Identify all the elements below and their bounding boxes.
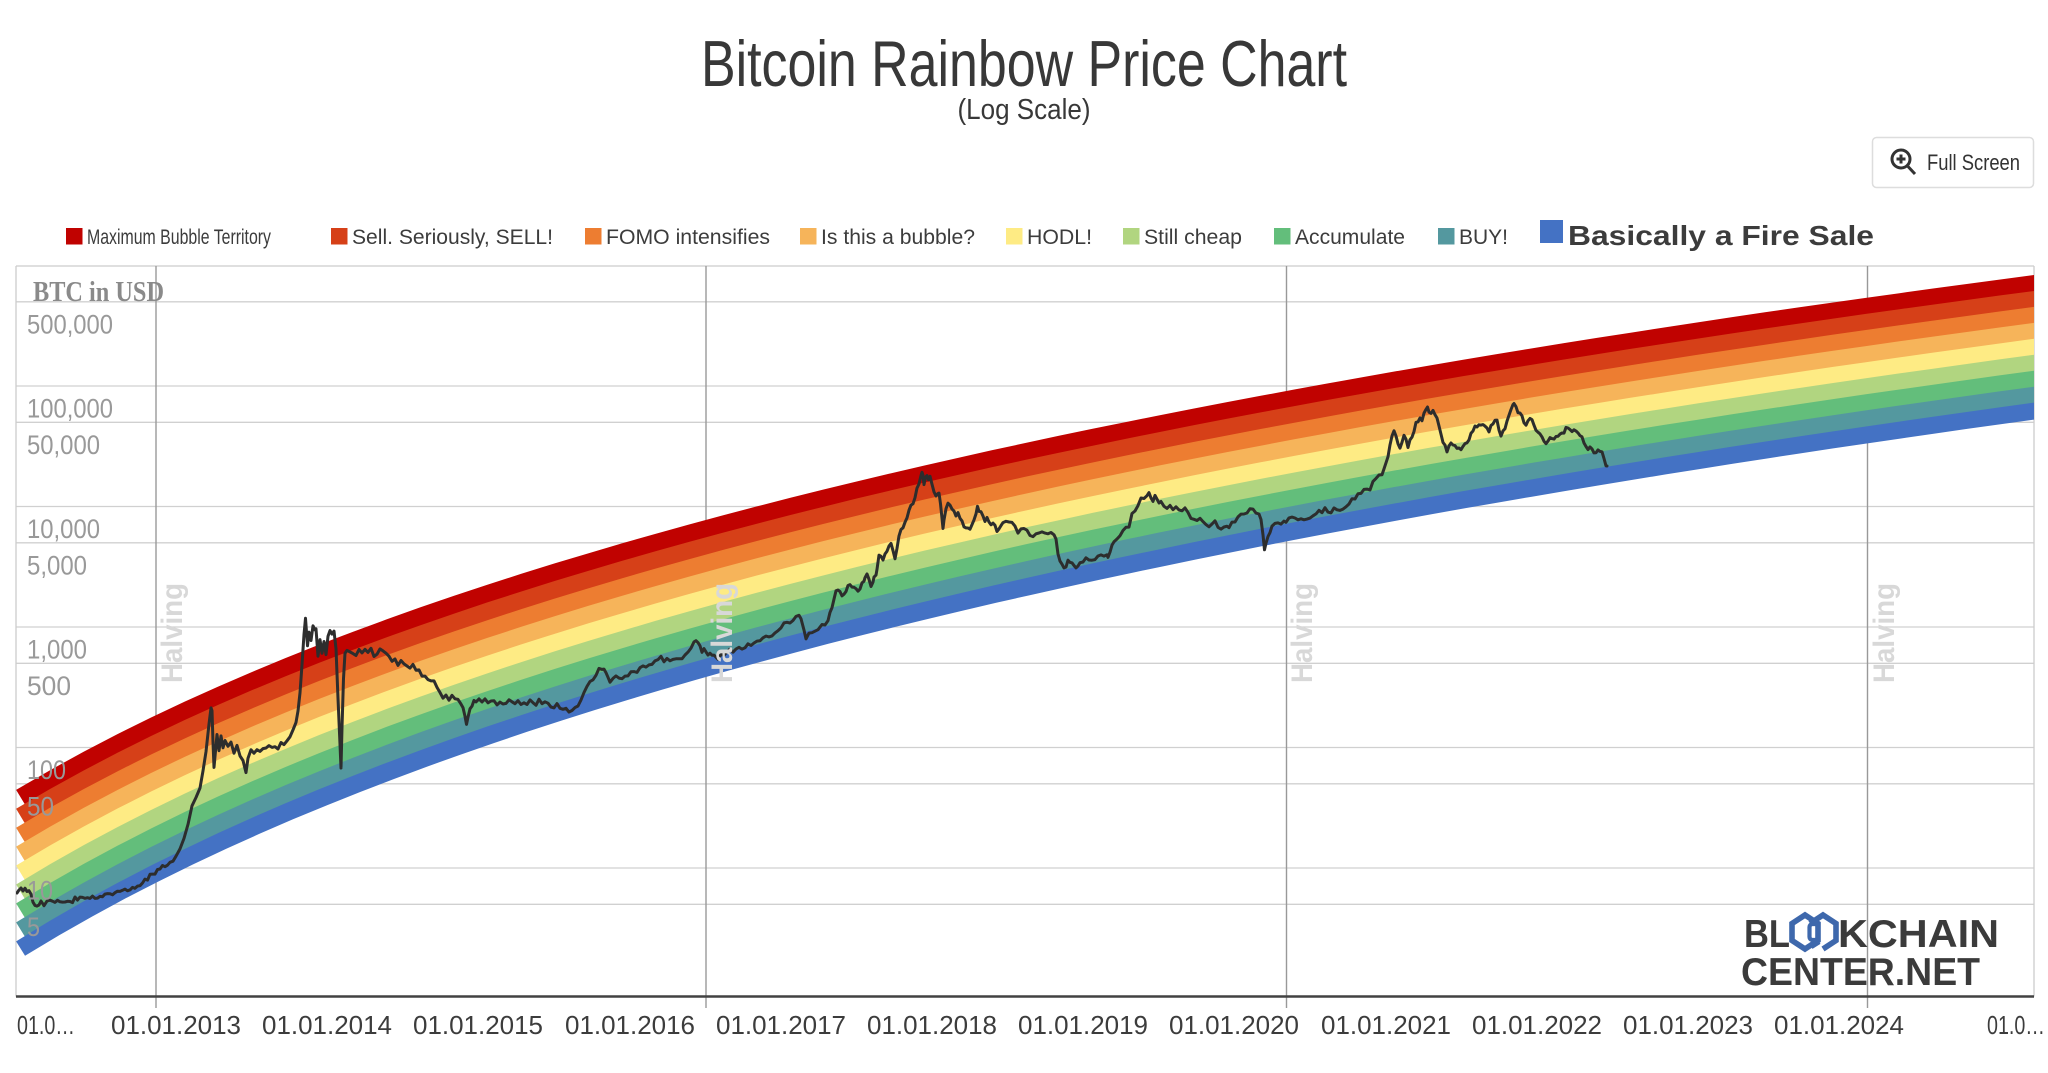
- svg-text:Halving: Halving: [1286, 583, 1319, 683]
- svg-text:01.01.2023: 01.01.2023: [1623, 1010, 1753, 1040]
- svg-text:01.01.2016: 01.01.2016: [565, 1010, 695, 1040]
- svg-text:01.0…: 01.0…: [1987, 1010, 2045, 1040]
- svg-text:(Log Scale): (Log Scale): [958, 94, 1091, 126]
- svg-text:500,000: 500,000: [27, 309, 113, 339]
- svg-text:Basically a Fire Sale: Basically a Fire Sale: [1568, 220, 1874, 251]
- svg-text:Still cheap: Still cheap: [1144, 226, 1242, 249]
- svg-text:HODL!: HODL!: [1027, 226, 1092, 249]
- svg-text:01.01.2015: 01.01.2015: [413, 1010, 543, 1040]
- svg-text:50,000: 50,000: [27, 430, 100, 460]
- svg-text:500: 500: [27, 671, 71, 701]
- svg-text:1,000: 1,000: [27, 635, 87, 665]
- svg-text:KCHAIN: KCHAIN: [1838, 913, 1999, 956]
- svg-text:01.01.2022: 01.01.2022: [1472, 1010, 1602, 1040]
- svg-text:01.0…: 01.0…: [17, 1010, 75, 1040]
- svg-text:01.01.2013: 01.01.2013: [111, 1010, 241, 1040]
- svg-text:01.01.2021: 01.01.2021: [1321, 1010, 1451, 1040]
- svg-text:BUY!: BUY!: [1459, 226, 1508, 249]
- svg-text:Halving: Halving: [706, 583, 739, 683]
- svg-text:FOMO intensifies: FOMO intensifies: [606, 226, 770, 249]
- svg-text:01.01.2018: 01.01.2018: [867, 1010, 997, 1040]
- svg-text:5: 5: [27, 912, 40, 942]
- svg-text:01.01.2024: 01.01.2024: [1774, 1010, 1904, 1040]
- svg-text:10: 10: [27, 876, 53, 906]
- svg-text:BL: BL: [1744, 913, 1790, 956]
- svg-text:10,000: 10,000: [27, 514, 100, 544]
- svg-text:Halving: Halving: [1868, 583, 1901, 683]
- svg-text:Halving: Halving: [156, 583, 189, 683]
- svg-text:Is this a bubble?: Is this a bubble?: [821, 226, 975, 249]
- svg-text:5,000: 5,000: [27, 550, 87, 580]
- svg-text:Maximum Bubble Territory: Maximum Bubble Territory: [87, 226, 271, 249]
- svg-text:01.01.2019: 01.01.2019: [1018, 1010, 1148, 1040]
- svg-text:Bitcoin Rainbow Price Chart: Bitcoin Rainbow Price Chart: [701, 27, 1347, 100]
- svg-text:Accumulate: Accumulate: [1295, 226, 1405, 249]
- svg-text:100,000: 100,000: [27, 394, 113, 424]
- svg-text:01.01.2017: 01.01.2017: [716, 1010, 846, 1040]
- svg-text:Full Screen: Full Screen: [1927, 150, 2020, 175]
- svg-text:01.01.2020: 01.01.2020: [1169, 1010, 1299, 1040]
- svg-text:Sell. Seriously, SELL!: Sell. Seriously, SELL!: [352, 226, 553, 249]
- svg-text:CENTER.NET: CENTER.NET: [1741, 951, 1980, 994]
- svg-text:50: 50: [27, 791, 54, 821]
- svg-text:100: 100: [27, 755, 66, 785]
- svg-text:01.01.2014: 01.01.2014: [262, 1010, 392, 1040]
- svg-text:BTC in USD: BTC in USD: [33, 277, 164, 308]
